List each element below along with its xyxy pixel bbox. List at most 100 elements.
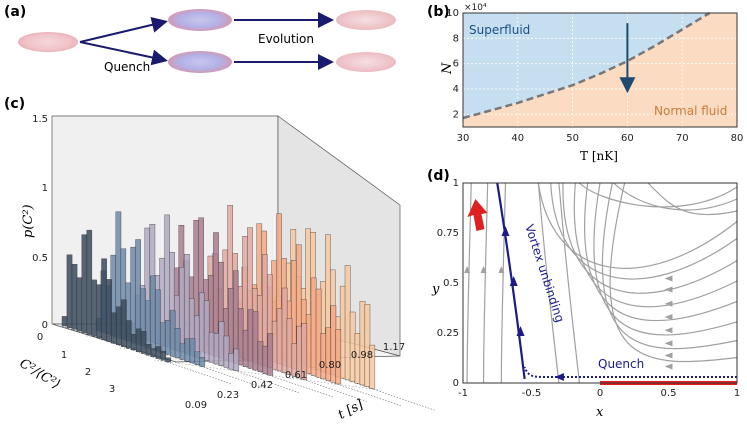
d-y-tick: 0: [453, 378, 459, 389]
panel-c-label: (c): [4, 96, 25, 112]
streamline-arrow: [664, 363, 673, 370]
d-x-tick: 0: [597, 388, 603, 399]
b-x-tick: 40: [511, 133, 524, 144]
histogram-bar: [276, 308, 283, 372]
normal-fluid-label: Normal fluid: [654, 104, 727, 118]
b-y-tick: 6: [453, 59, 459, 70]
histogram-bar: [76, 277, 83, 332]
d-x-tick: 0.5: [661, 388, 677, 399]
streamline-arrow: [664, 275, 673, 282]
b-x-tick: 80: [731, 133, 744, 144]
c-z-tick: 0.5: [32, 253, 48, 264]
floor-grid-line: [153, 359, 381, 391]
quench-label: Quench: [598, 357, 644, 371]
histogram-bar: [262, 345, 269, 374]
trajectory-arrow: [509, 276, 518, 286]
histogram-bar: [223, 335, 230, 368]
superfluid-region: [463, 13, 710, 119]
c-x-tick: 3: [109, 384, 115, 395]
histogram-bar: [165, 357, 172, 363]
histogram-bar: [189, 338, 196, 364]
histogram-bar: [213, 333, 220, 365]
histogram-bar: [242, 329, 249, 367]
streamline: [593, 182, 738, 336]
histogram-bar: [169, 310, 176, 357]
streamline-arrow: [664, 314, 673, 320]
b-y-tick: 4: [453, 84, 459, 95]
streamline: [500, 182, 507, 384]
c-x-tick: 0: [37, 332, 43, 343]
quench-arrow-bottom: [79, 41, 168, 66]
histogram-bar: [135, 328, 142, 352]
streamline: [537, 182, 560, 384]
histogram-bar: [267, 333, 274, 376]
histogram-bar: [121, 299, 127, 347]
streamline: [609, 182, 738, 363]
d-x-tick: -1: [458, 388, 468, 399]
histogram-bar: [150, 275, 156, 350]
histogram-bar: [194, 351, 201, 365]
histogram-bar: [286, 318, 293, 375]
initial-disk: [18, 32, 78, 52]
streamline: [562, 182, 738, 294]
panel-d-ticks: -1 -0.5 0 0.5 1 0 0.25 0.5 0.75 1: [437, 178, 740, 399]
histogram-bar: [228, 353, 235, 370]
panel-c: (c) 0 0.5 1 1.5 0 1 2 3 0.09 0.23 0.42 0.61 0.80 0.98…: [4, 96, 435, 423]
histogram-bar: [155, 289, 161, 352]
c-tlabel: t [s]: [336, 397, 367, 423]
quench-arrow-top: [79, 16, 168, 43]
d-y-tick: 0.25: [437, 328, 459, 339]
panel-a: (a) Quench Evolution: [4, 4, 396, 74]
d-ylabel: y: [431, 282, 440, 297]
c-t-tick: 1.17: [383, 342, 405, 353]
trajectory-arrow: [501, 226, 510, 236]
c-t-tick: 0.80: [319, 360, 341, 371]
b-x-tick: 50: [566, 133, 579, 144]
histogram-bar: [174, 328, 181, 359]
histogram-bar: [66, 254, 73, 328]
d-y-tick: 1: [453, 178, 459, 189]
histogram-bar: [145, 344, 152, 356]
histogram-bar: [233, 348, 240, 371]
d-y-tick: 0.75: [437, 228, 459, 239]
panel-a-label: (a): [4, 4, 26, 20]
streamline: [482, 182, 489, 384]
evolved-disk-bottom: [336, 52, 396, 72]
panel-d: (d) -1 -0.5 0 0.5 100.250.50.751 Vortex unbi…: [427, 168, 740, 420]
histogram-bar: [81, 234, 88, 334]
quenched-disk-bottom: [168, 51, 232, 73]
histogram-bar: [155, 346, 162, 359]
b-xlabel: T [nK]: [580, 149, 618, 163]
evolved-disk-top: [336, 10, 396, 30]
panel-b-frame: [462, 12, 738, 128]
histogram-bar: [359, 301, 366, 386]
histogram-bar: [369, 344, 376, 389]
histogram-bar: [131, 334, 137, 351]
histogram-bar: [199, 357, 206, 367]
red-arrow: [467, 199, 488, 231]
quench-text: Quench: [104, 60, 150, 74]
evolution-text: Evolution: [258, 32, 314, 46]
histogram-bar: [101, 258, 107, 340]
histogram-bar: [61, 316, 68, 327]
streamline: [466, 182, 472, 384]
b-x-tick: 60: [621, 133, 634, 144]
streamline: [537, 182, 738, 269]
histogram-bar: [116, 306, 122, 346]
histogram-bar: [349, 311, 356, 382]
streamline: [573, 182, 738, 308]
panel-b: (b) 30 40 50 60 70 80 2 4 6 8 10 Superfluid Normal…: [427, 3, 743, 163]
c-x-tick: 1: [61, 350, 67, 361]
streamline: [579, 182, 738, 208]
histogram-bar: [320, 333, 327, 380]
panel-d-label: (d): [427, 168, 450, 184]
d-y-tick: 0.5: [443, 278, 459, 289]
histogram-bar: [364, 304, 371, 387]
b-ylabel: N: [440, 62, 455, 75]
histogram-bar: [165, 320, 171, 355]
superfluid-label: Superfluid: [469, 23, 530, 37]
y-multiplier: ×10⁴: [464, 3, 487, 13]
streamline-arrow: [498, 266, 505, 273]
histogram-bar: [160, 350, 167, 361]
histogram-bar: [150, 348, 157, 358]
